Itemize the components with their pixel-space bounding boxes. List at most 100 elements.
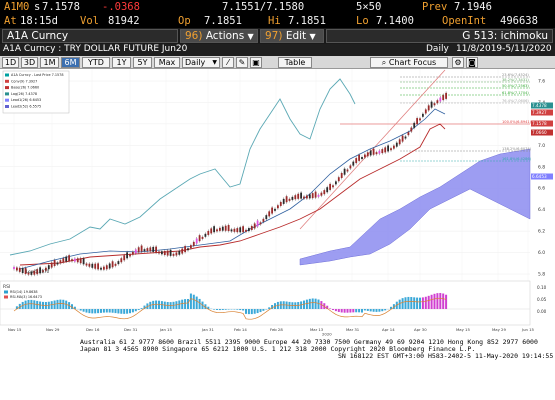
period-max-button[interactable]: Max [154,57,180,68]
security-field[interactable]: A1A Curncy [2,29,178,43]
rsi-bar [105,309,108,313]
candle [187,248,189,251]
candle [242,226,244,233]
rsi-bar [198,298,201,309]
candle [158,251,160,254]
annotation-icon[interactable]: ✎ [236,57,248,68]
time-tick-label: Feb 14 [234,327,247,332]
table-button[interactable]: Table [278,57,312,68]
candle [265,215,268,220]
rsi-bar [358,309,361,313]
candle [45,267,47,271]
candle [294,195,297,200]
line-chart-icon[interactable]: ⁄ [222,57,234,68]
rsi-bar [250,309,253,315]
rsi-bar [187,299,189,309]
rsi-legend-swatch [4,290,8,294]
time-tick-label: Apr 30 [414,327,427,332]
settings-icon[interactable]: ⚙ [452,57,464,68]
rsi-bar [155,300,158,309]
candle [16,267,18,271]
candle [393,145,395,149]
candle [274,208,276,211]
rsi-bar [94,309,97,314]
candle [346,169,349,172]
low-label: Lo [356,15,369,27]
rsi-legend-swatch [4,295,8,299]
candle [288,198,291,201]
chart-focus-button[interactable]: ⌕ Chart Focus [370,57,448,68]
candle [230,229,233,232]
footer: Australia 61 2 9777 8600 Brazil 5511 239… [0,337,555,400]
candle [245,229,247,232]
candle [369,150,372,156]
time-tick-label: Mar 31 [346,327,360,332]
candle [152,246,155,252]
period-1d-button[interactable]: 1D [2,57,19,68]
zoom-icon[interactable]: ▣ [250,57,262,68]
rsi-bar [195,296,198,309]
camera-icon[interactable]: ◙ [466,57,478,68]
period-5y-button[interactable]: 5Y [133,57,152,68]
candle [198,235,201,242]
candle [433,103,436,106]
candle [56,262,59,265]
fib-label: 50.0%(7.2563) [502,84,529,88]
candle [181,248,184,254]
legend-label: A1A Curncy - Last Price 7.1578 [11,73,63,77]
candle [204,233,207,237]
candle [390,148,392,151]
price-tags: 7.4378 7.3927 7.1578 7.0660 6.6453 [531,102,553,180]
rsi-bar [79,309,82,311]
period-ytd-button[interactable]: YTD [82,57,110,68]
rsi-bar [390,306,392,309]
time-tick-label: Jun 15 [521,327,535,332]
legend-label: Lag(26) 7.4378 [11,92,37,96]
period-1m-button[interactable]: 1M [40,57,59,68]
legend-label: Lead1(26) 6.6453 [11,98,41,102]
ichimoku-chart[interactable]: 23.6%(7.4524)38.2%(7.3431) 50.0%(7.2563) 6… [0,69,555,337]
price-tick-label: 6.6 [538,186,545,192]
candle [268,211,271,217]
low-label: Low 5.8170 [26,269,50,274]
candle [74,258,76,262]
candle [401,135,404,142]
candle [126,252,128,259]
low-value: 7.1400 [376,15,414,27]
rsi-legend-label: RSI-MA(3) 16.6473 [10,295,42,299]
rsi-bar [18,303,21,309]
rsi-bar [311,298,314,309]
candle [216,229,218,232]
lagging-span-line [9,78,356,256]
chart-focus-label: Chart Focus [388,58,437,67]
rsi-bar [404,297,407,309]
time-tick-label: Mar 13 [310,327,324,332]
rsi-bar [15,306,18,309]
candle [219,227,221,231]
rsi-bar [62,299,65,309]
rsi-bar [320,301,323,309]
period-6m-button[interactable]: 6M [61,57,80,68]
price-tag [531,102,553,109]
candle [39,267,41,274]
rsi-bar [253,309,256,314]
chart-toolbar: 1D 3D 1M 6M YTD 1Y 5Y Max Daily ▼ ⁄ ✎ ▣ T… [0,56,555,69]
candle [201,236,204,239]
edit-menu[interactable]: 97) Edit ▼ [260,29,324,43]
legend-swatch [5,98,9,102]
candle [306,195,308,199]
candle [236,228,239,233]
chart-area[interactable]: 23.6%(7.4524) 38.2%(7.3431) 50.0%(7.2563) 6… [0,69,555,337]
period-3d-button[interactable]: 3D [21,57,38,68]
candle [364,154,366,158]
rsi-bar [239,309,242,311]
candle [259,222,262,225]
period-1y-button[interactable]: 1Y [112,57,131,68]
rsi-bar [334,309,337,312]
frequency-select[interactable]: Daily ▼ [182,57,220,68]
candle [419,118,421,121]
fib-label: 161.8%(6.4286) [502,157,532,161]
candle [227,225,230,232]
actions-menu[interactable]: 96) Actions ▼ [180,29,258,43]
